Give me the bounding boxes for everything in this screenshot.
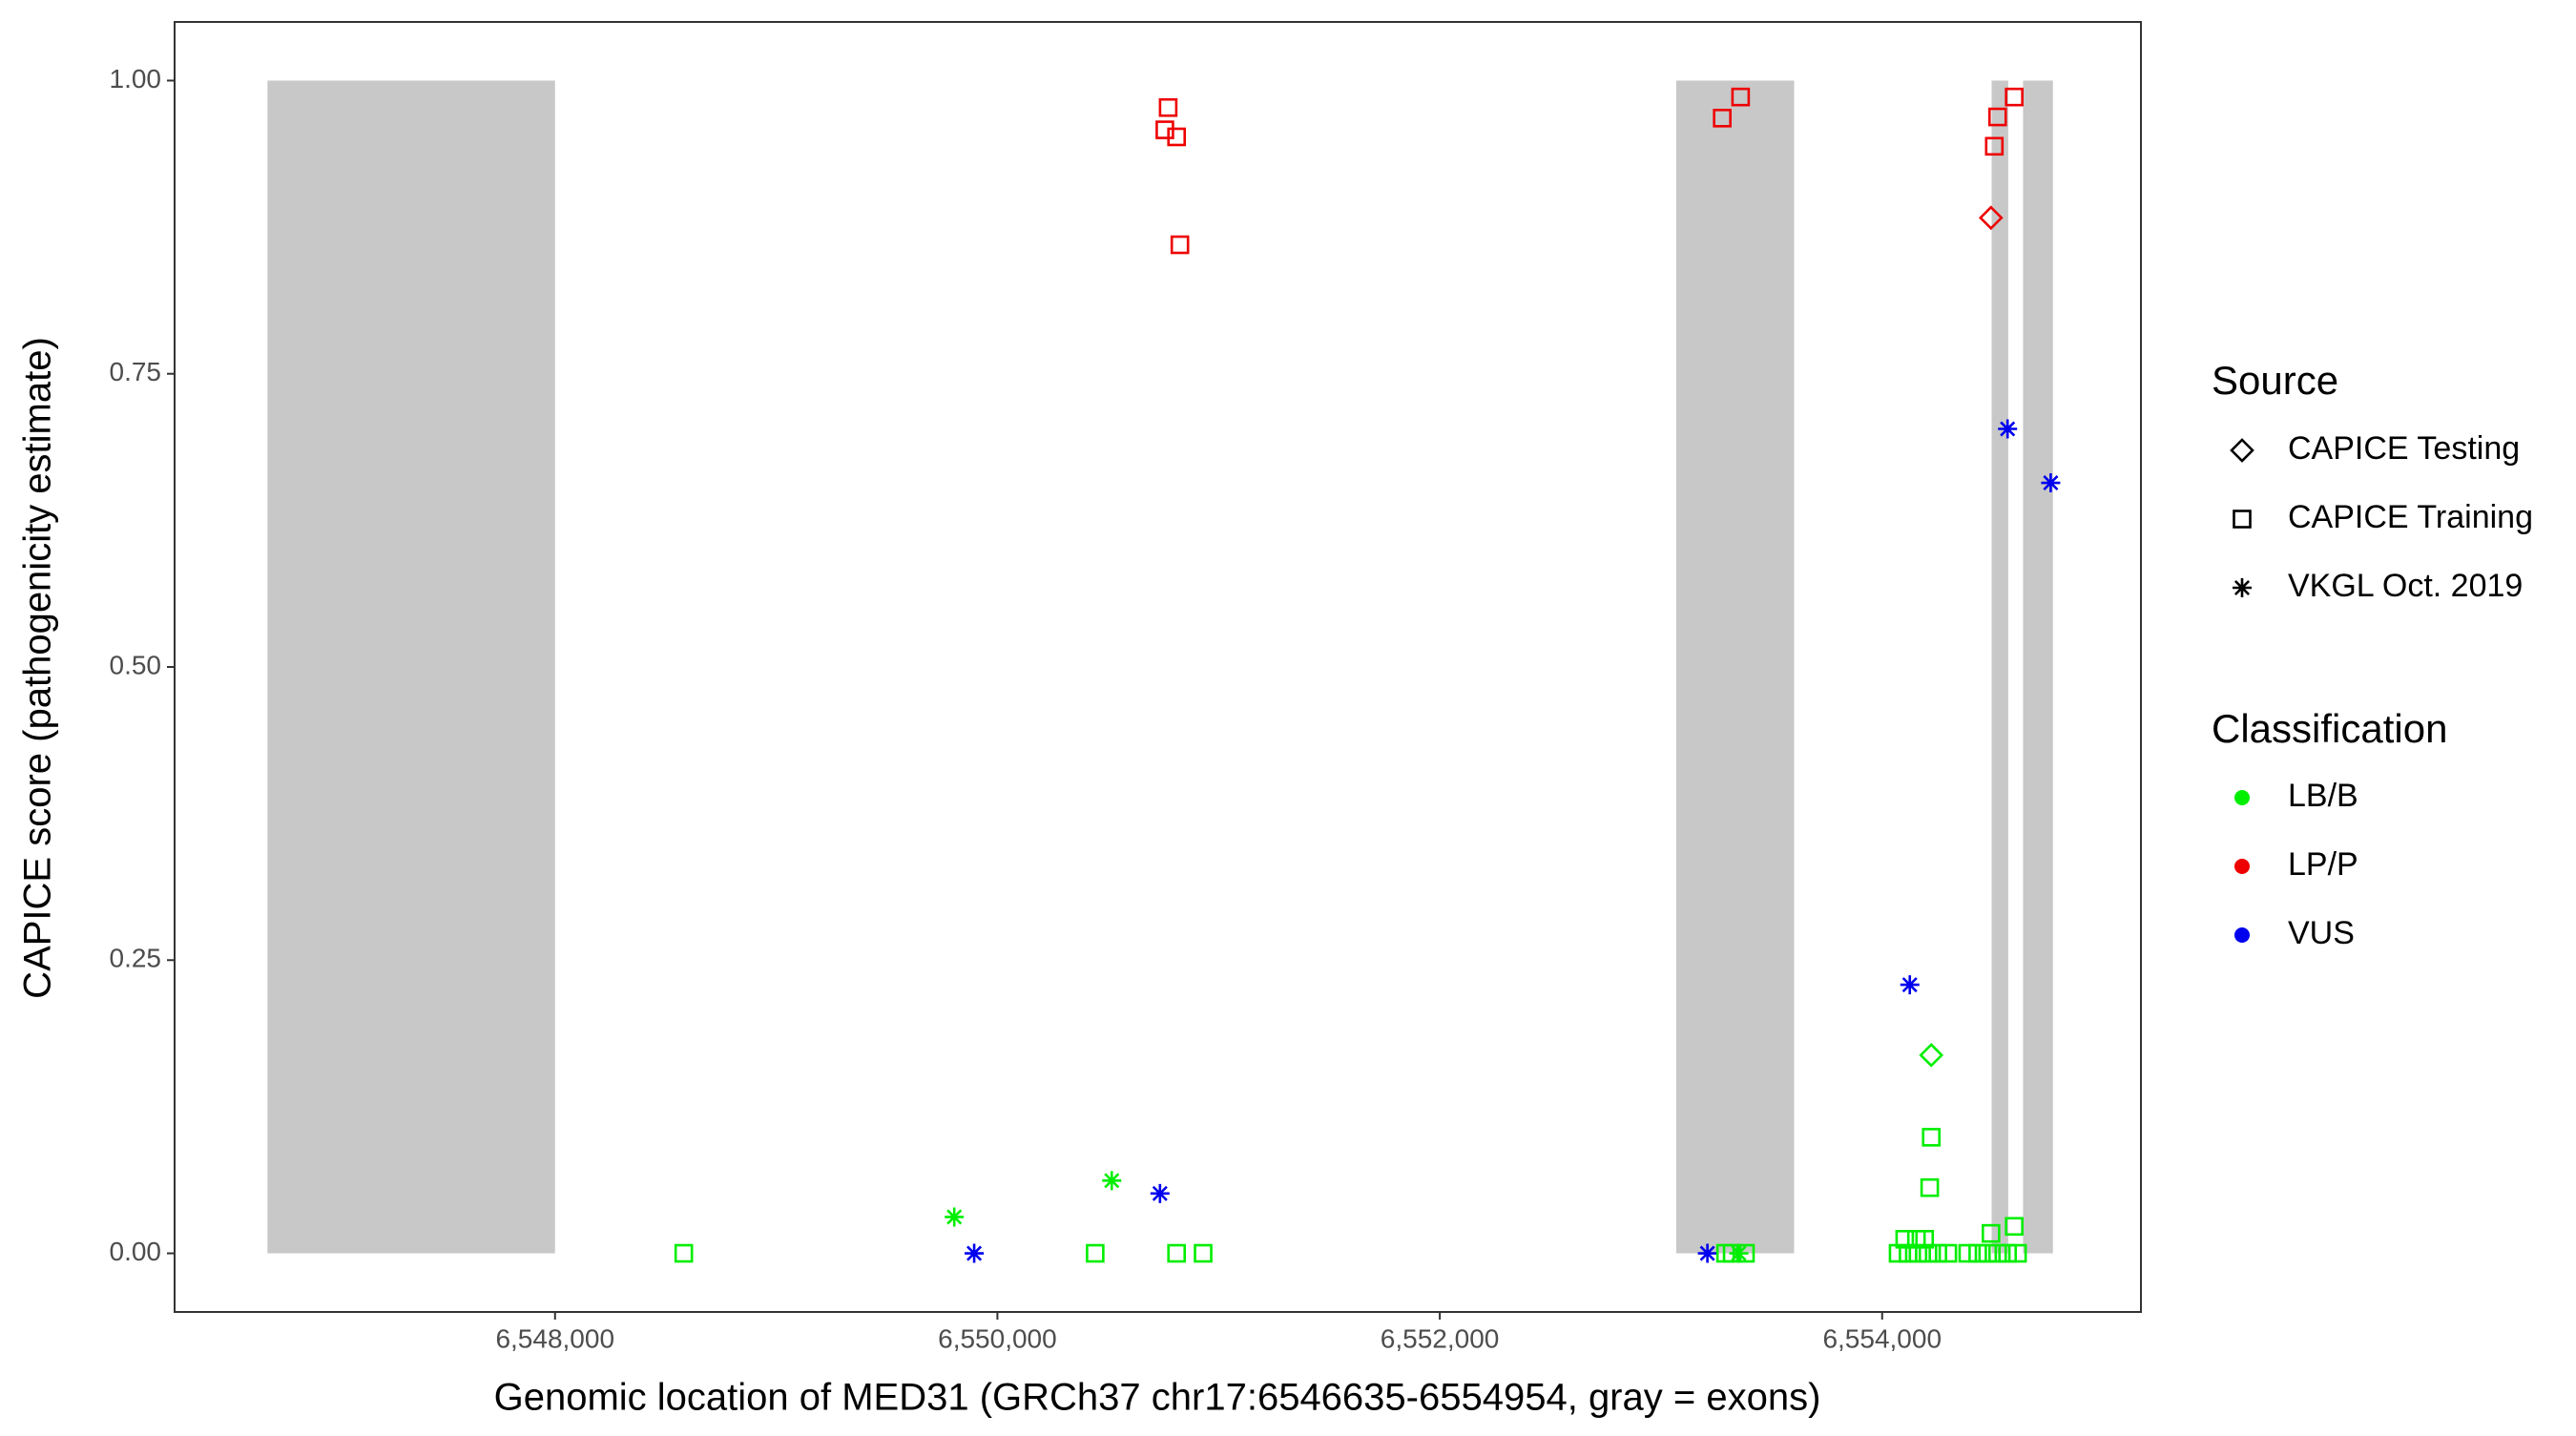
point [1900, 975, 1920, 995]
point [1938, 1243, 1958, 1263]
legend-key [2233, 578, 2252, 597]
point [674, 1243, 694, 1263]
legend-key [2230, 438, 2254, 463]
legend-title: Source [2212, 358, 2338, 403]
point [1697, 1243, 1717, 1263]
x-tick-label: 6,550,000 [938, 1323, 1057, 1353]
point [2005, 1217, 2024, 1237]
x-tick-label: 6,552,000 [1381, 1323, 1500, 1353]
legend-label: CAPICE Testing [2288, 430, 2520, 467]
point [1915, 1229, 1935, 1249]
y-tick-label: 0.50 [110, 650, 162, 679]
point [1102, 1171, 1122, 1191]
point [1167, 1243, 1187, 1263]
point [1928, 1243, 1947, 1263]
legend-label: VUS [2288, 915, 2355, 951]
point [1150, 1183, 1170, 1203]
x-axis-title: Genomic location of MED31 (GRCh37 chr17:… [494, 1377, 1821, 1419]
exon [2023, 80, 2053, 1254]
point [945, 1207, 965, 1227]
exon [267, 80, 555, 1254]
legend-title: Classification [2212, 706, 2447, 751]
point [1978, 1243, 1998, 1263]
point [1731, 87, 1751, 107]
y-tick-label: 0.00 [110, 1237, 162, 1266]
exon [1675, 80, 1795, 1254]
point [1908, 1243, 1928, 1263]
x-tick-label: 6,548,000 [495, 1323, 614, 1353]
point [1918, 1243, 1938, 1263]
exon [1991, 80, 2008, 1254]
point [1987, 107, 2007, 127]
point [1729, 1243, 1749, 1263]
legend-label: LP/P [2288, 846, 2358, 883]
point [1170, 235, 1190, 255]
point [1958, 1243, 1978, 1263]
y-axis-title: CAPICE score (pathogenicity estimate) [17, 337, 59, 999]
legend-key [2234, 927, 2250, 943]
point [2007, 1243, 2027, 1263]
point [965, 1243, 985, 1263]
legend-key [2233, 510, 2252, 529]
y-tick-label: 0.75 [110, 357, 162, 386]
point [1158, 97, 1178, 117]
point [1968, 1243, 1987, 1263]
point [2005, 87, 2024, 107]
point [1713, 108, 1732, 128]
point [1984, 136, 2005, 156]
legend-label: CAPICE Training [2288, 499, 2533, 535]
point [1987, 1243, 2007, 1263]
point [1735, 1243, 1755, 1263]
point [1922, 1128, 1942, 1147]
legend-key [2234, 790, 2250, 805]
point [1194, 1243, 1213, 1263]
x-tick-label: 6,554,000 [1822, 1323, 1942, 1353]
point [1998, 419, 2018, 439]
point [1919, 1042, 1944, 1068]
y-tick-label: 0.25 [110, 944, 162, 973]
point [1998, 1243, 2018, 1263]
point [1895, 1229, 1915, 1249]
legend-label: LB/B [2288, 778, 2358, 814]
legend-key [2234, 859, 2250, 874]
legend-label: VKGL Oct. 2019 [2288, 568, 2523, 604]
point [1086, 1243, 1105, 1263]
panel-border [174, 21, 2142, 1313]
point [2041, 473, 2061, 493]
point [1167, 127, 1187, 147]
point [1888, 1243, 1908, 1263]
point [1920, 1177, 1940, 1197]
point [1978, 205, 2004, 231]
y-tick-label: 1.00 [110, 64, 162, 94]
point [1982, 1223, 2001, 1243]
